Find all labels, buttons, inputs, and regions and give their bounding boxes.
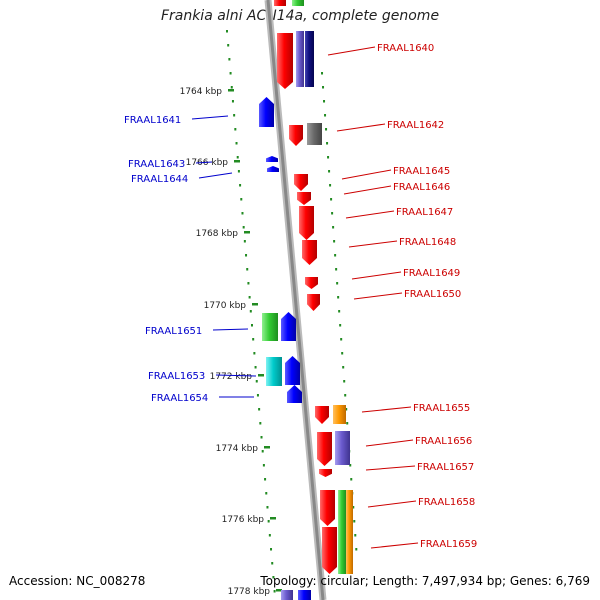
- ruler-tick-label: 1776 kbp: [222, 515, 265, 525]
- domain-glyph: [305, 31, 314, 87]
- genome-backbone: [264, 0, 327, 600]
- gene-glyph-bottom: [281, 590, 293, 600]
- gene-glyph-fraal1653: [285, 356, 300, 385]
- gene-label-fraal1655[interactable]: FRAAL1655: [413, 403, 470, 414]
- map-title: Frankia alni ACN14a, complete genome: [160, 8, 440, 24]
- gene-glyph-fraal1658: [320, 490, 335, 526]
- domain-glyph: [262, 313, 278, 341]
- domain-glyph: [346, 490, 353, 574]
- ruler-tick-label: 1768 kbp: [196, 229, 239, 239]
- gene-label-fraal1640[interactable]: FRAAL1640: [377, 43, 434, 54]
- gene-label-fraal1656[interactable]: FRAAL1656: [415, 436, 472, 447]
- ruler-tick-mark: [276, 589, 282, 592]
- gene-label-fraal1645[interactable]: FRAAL1645: [393, 166, 450, 177]
- gene-label-fraal1651[interactable]: FRAAL1651: [145, 326, 202, 337]
- gene-glyph-top: [274, 0, 286, 6]
- gene-label-fraal1648[interactable]: FRAAL1648: [399, 237, 456, 248]
- gene-label-fraal1653[interactable]: FRAAL1653: [148, 371, 205, 382]
- gene-label-fraal1643[interactable]: FRAAL1643: [128, 159, 185, 170]
- gene-glyph-fraal1645: [294, 174, 308, 191]
- domain-glyph: [338, 490, 346, 574]
- ruler-ticks: 1764 kbp 1766 kbp 1768 kbp 1770 kbp 1772 kbp…: [180, 87, 282, 597]
- gene-glyph-fraal1659: [322, 527, 337, 574]
- ruler-tick-label: 1766 kbp: [186, 158, 229, 168]
- gene-glyph-fraal1651: [281, 312, 296, 341]
- ruler-track-left: [226, 30, 276, 593]
- domain-glyph: [296, 31, 304, 87]
- gene-glyph-fraal1647: [299, 206, 314, 240]
- gene-label-fraal1650[interactable]: FRAAL1650: [404, 289, 461, 300]
- ruler-tick-label: 1774 kbp: [216, 444, 259, 454]
- ruler-tick-mark: [244, 231, 250, 234]
- gene-glyph-fraal1656: [317, 432, 332, 466]
- ruler-tick-mark: [258, 374, 264, 377]
- gene-glyph-top: [292, 0, 304, 6]
- gene-glyphs: [259, 0, 353, 600]
- ruler-tick-mark: [264, 446, 270, 449]
- gene-glyph-bottom: [298, 590, 311, 600]
- gene-label-fraal1641[interactable]: FRAAL1641: [124, 115, 181, 126]
- ruler-track-right: [321, 72, 358, 551]
- domain-glyph: [307, 123, 322, 145]
- gene-glyph-fraal1642: [289, 125, 303, 146]
- domain-glyph: [266, 357, 282, 386]
- ruler-tick-mark: [270, 517, 276, 520]
- ruler-tick-mark: [228, 89, 234, 92]
- gene-label-fraal1649[interactable]: FRAAL1649: [403, 268, 460, 279]
- gene-glyph-fraal1646: [297, 192, 311, 205]
- gene-glyph-fraal1640: [277, 33, 293, 89]
- ruler-tick-label: 1770 kbp: [204, 301, 247, 311]
- domain-glyph: [335, 431, 350, 465]
- ruler-tick-label: 1778 kbp: [228, 587, 271, 597]
- gene-glyph-fraal1643: [266, 156, 278, 162]
- gene-label-fraal1644[interactable]: FRAAL1644: [131, 174, 188, 185]
- genome-summary-text: Topology: circular; Length: 7,497,934 bp…: [260, 574, 590, 588]
- gene-label-fraal1657[interactable]: FRAAL1657: [417, 462, 474, 473]
- gene-glyph-fraal1650: [307, 294, 320, 311]
- accession-text: Accession: NC_008278: [9, 574, 146, 588]
- gene-glyph-fraal1655: [315, 406, 329, 424]
- ruler-tick-mark: [234, 160, 240, 163]
- gene-label-fraal1646[interactable]: FRAAL1646: [393, 182, 450, 193]
- ruler-tick-label: 1772 kbp: [210, 372, 253, 382]
- gene-glyph-fraal1644: [267, 166, 279, 172]
- gene-glyph-fraal1648: [302, 240, 317, 265]
- ruler-tick-mark: [252, 303, 258, 306]
- gene-glyph-fraal1641: [259, 97, 274, 127]
- domain-glyph: [333, 405, 346, 424]
- gene-label-fraal1659[interactable]: FRAAL1659: [420, 539, 477, 550]
- gene-label-fraal1647[interactable]: FRAAL1647: [396, 207, 453, 218]
- gene-glyph-fraal1657: [319, 469, 332, 477]
- gene-label-fraal1642[interactable]: FRAAL1642: [387, 120, 444, 131]
- gene-label-fraal1658[interactable]: FRAAL1658: [418, 497, 475, 508]
- gene-glyph-fraal1649: [305, 277, 318, 289]
- ruler-tick-label: 1764 kbp: [180, 87, 223, 97]
- gene-glyph-fraal1654: [287, 385, 302, 403]
- gene-label-fraal1654[interactable]: FRAAL1654: [151, 393, 208, 404]
- gene-labels: FRAAL1640 FRAAL1641 FRAAL1642 FRAAL1643 FRAA…: [124, 43, 477, 550]
